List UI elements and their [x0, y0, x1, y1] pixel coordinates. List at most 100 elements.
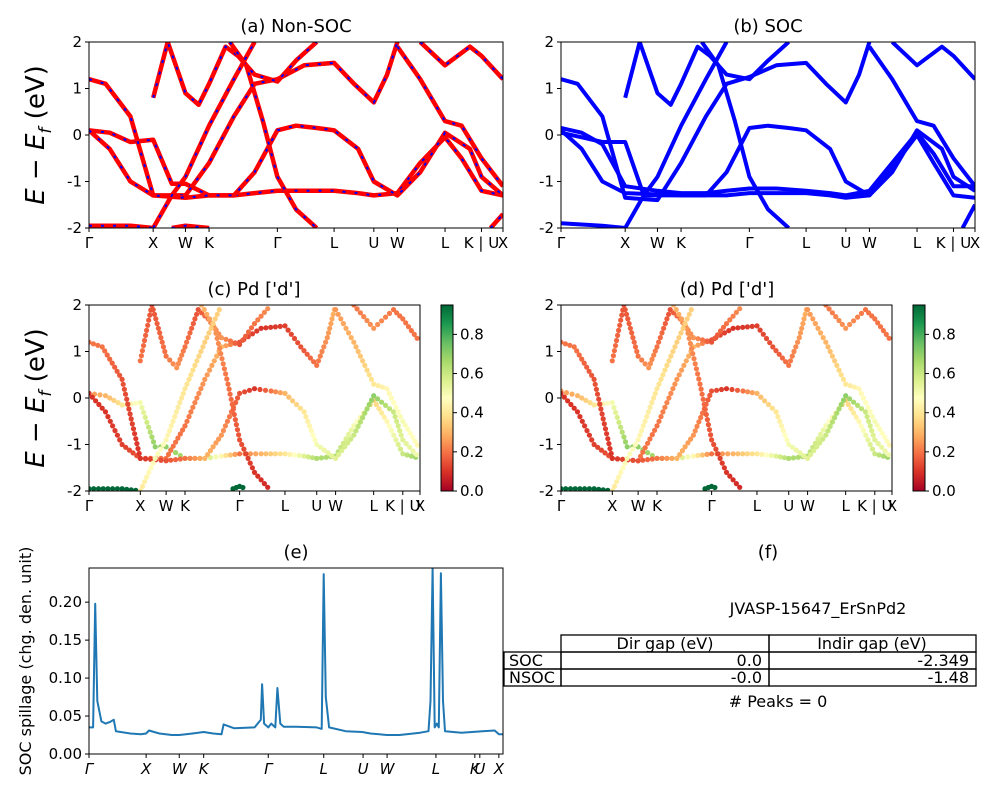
band-point	[763, 335, 770, 342]
band-line-soc	[623, 42, 791, 107]
band-point	[621, 434, 627, 440]
band-point	[200, 381, 206, 387]
band-point	[880, 328, 887, 334]
band-point	[140, 343, 147, 349]
band-point	[610, 353, 617, 359]
band-point	[268, 451, 274, 457]
band-point	[640, 457, 646, 463]
x-tick-label: K	[180, 497, 191, 515]
band-point	[353, 344, 359, 350]
band-point	[679, 367, 685, 373]
y-tick-label: 1	[72, 343, 82, 361]
band-point	[826, 306, 832, 312]
band-point	[815, 325, 821, 331]
band-point	[577, 414, 583, 420]
band-point	[282, 451, 288, 457]
band-point	[142, 456, 149, 462]
band-point	[249, 465, 255, 471]
band-point	[702, 406, 708, 412]
band-point	[119, 402, 125, 408]
band-point	[133, 436, 139, 442]
band-point	[670, 305, 677, 308]
band-point	[333, 455, 339, 461]
band-point	[832, 415, 838, 421]
band-point	[379, 318, 385, 324]
y-tick-label: 2	[72, 296, 82, 314]
band-point	[709, 339, 715, 345]
band-point	[579, 418, 585, 424]
colorbar-tick-label: 0.2	[932, 443, 956, 461]
band-point	[265, 484, 271, 490]
band-point	[224, 418, 231, 424]
band-point	[860, 428, 867, 434]
band-point	[364, 367, 370, 373]
band-point	[829, 310, 836, 316]
panel-e: (e) 0.000.050.100.150.20 Γ X W K Γ L U W L KU X	[49, 542, 505, 778]
band-point	[611, 483, 618, 489]
colorbar-gradient	[912, 304, 926, 492]
band-point	[368, 376, 375, 382]
band-point	[237, 451, 243, 457]
band-line-nonsoc-overlay	[419, 42, 503, 80]
band-point	[760, 331, 766, 337]
panel-a-yticks: -2 -1 0 1 2	[67, 33, 89, 237]
band-point	[709, 388, 715, 394]
band-point	[404, 452, 410, 458]
band-point	[875, 320, 881, 326]
band-point	[165, 432, 171, 438]
band-point	[581, 360, 587, 366]
band-point	[115, 400, 121, 406]
ylabel-middle-unit: (eV)	[21, 328, 51, 390]
y-tick-label: 0	[544, 126, 554, 144]
band-point	[754, 390, 760, 396]
band-point	[749, 323, 755, 329]
band-point	[582, 423, 588, 429]
band-point	[686, 353, 692, 359]
band-point	[596, 486, 602, 491]
band-point	[867, 441, 873, 448]
band-point	[757, 327, 763, 333]
band-point	[412, 438, 418, 444]
x-tick-label: L	[369, 497, 378, 515]
band-point	[128, 416, 134, 422]
band-point	[362, 362, 368, 368]
band-point	[875, 441, 881, 447]
band-point	[666, 395, 672, 401]
band-point	[206, 330, 212, 336]
band-point	[691, 356, 697, 362]
band-point	[604, 431, 610, 437]
band-point	[192, 362, 198, 368]
band-point	[148, 456, 154, 462]
band-point	[582, 486, 588, 491]
band-line-nonsoc	[151, 42, 257, 228]
band-point	[572, 486, 578, 491]
band-point	[630, 446, 636, 452]
band-point	[192, 400, 198, 406]
band-point	[305, 454, 311, 460]
band-point	[91, 486, 97, 491]
band-point	[357, 419, 363, 425]
band-point	[168, 447, 174, 453]
band-point	[192, 455, 198, 461]
y-tick-label: 2	[72, 33, 82, 51]
y-tick-label: -1	[539, 436, 554, 454]
band-point	[323, 454, 329, 460]
band-point	[386, 390, 392, 396]
band-point	[303, 414, 309, 420]
band-point	[614, 456, 621, 462]
band-point	[411, 331, 417, 337]
band-point	[168, 423, 174, 429]
band-point	[877, 324, 884, 330]
x-tick-label: W	[328, 497, 343, 515]
band-point	[571, 405, 577, 411]
band-point	[297, 405, 303, 411]
band-point	[379, 384, 386, 390]
band-point	[690, 453, 697, 459]
band-point	[629, 330, 635, 336]
band-point	[683, 358, 689, 364]
band-point	[110, 486, 116, 491]
x-tick-label: W	[159, 497, 174, 515]
band-point	[129, 421, 135, 427]
band-point	[414, 335, 420, 341]
band-point	[198, 305, 205, 308]
